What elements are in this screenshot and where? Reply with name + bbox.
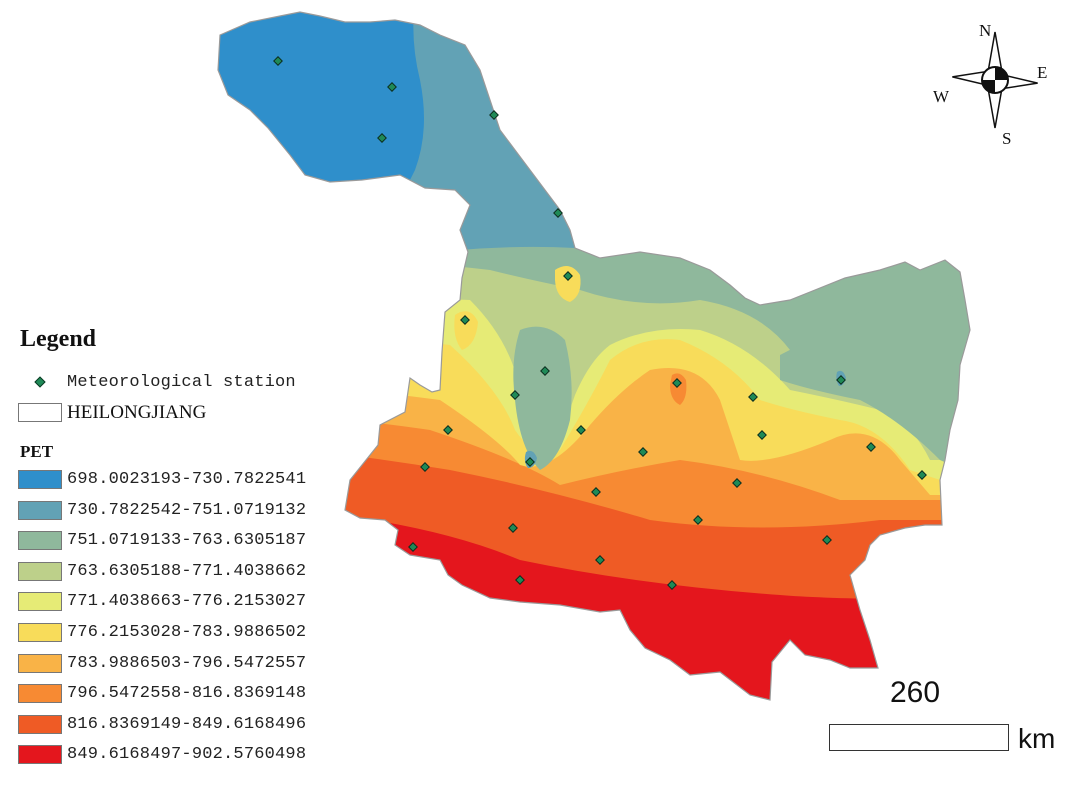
legend-swatch [18, 684, 62, 704]
legend-swatch [18, 653, 62, 673]
legend-class-label: 771.4038663-776.2153027 [67, 592, 307, 612]
legend-swatch [18, 714, 62, 734]
station-marker [757, 430, 767, 440]
legend-swatch [18, 592, 62, 612]
station-marker [591, 487, 601, 497]
station-marker [377, 133, 387, 143]
station-marker [638, 447, 648, 457]
legend-class-item: 783.9886503-796.5472557 [18, 648, 348, 679]
station-marker [460, 315, 470, 325]
compass-label-w: W [933, 87, 950, 106]
station-marker [515, 575, 525, 585]
station-marker [489, 110, 499, 120]
legend-class-item: 776.2153028-783.9886502 [18, 617, 348, 648]
station-marker [667, 580, 677, 590]
station-marker [420, 462, 430, 472]
station-marker [508, 523, 518, 533]
legend-swatch [18, 469, 62, 489]
station-marker [732, 478, 742, 488]
legend-swatch [18, 745, 62, 765]
zone-fill-751-763-east [780, 290, 970, 470]
station-marker [595, 555, 605, 565]
station-marker [563, 271, 573, 281]
station-marker [836, 375, 846, 385]
compass-label-n: N [979, 21, 991, 40]
zone-fill-776-783-west [454, 311, 478, 350]
station-marker [273, 56, 283, 66]
legend-class-item: 771.4038663-776.2153027 [18, 587, 348, 618]
legend-swatch [18, 622, 62, 642]
compass-label-s: S [1002, 129, 1011, 148]
station-layer [273, 56, 927, 590]
map-legend: Legend Meteorological station HEILONGJIA… [18, 326, 348, 770]
zone-fill-776-783-spot [555, 266, 581, 302]
legend-swatch [18, 531, 62, 551]
station-marker [693, 515, 703, 525]
station-marker [576, 425, 586, 435]
legend-province-label: HEILONGJIANG [67, 401, 207, 423]
compass-hub-quadrants [982, 67, 1008, 93]
legend-class-item: 698.0023193-730.7822541 [18, 464, 348, 495]
north-arrow: N S E W [933, 21, 1047, 148]
scale-bar [829, 724, 1009, 751]
legend-class-item: 730.7822542-751.0719132 [18, 495, 348, 526]
scale-bar-value: 260 [890, 676, 941, 709]
scale-bar-unit: km [1018, 723, 1056, 754]
legend-class-label: 849.6168497-902.5760498 [67, 745, 307, 765]
station-marker [540, 366, 550, 376]
compass-label-e: E [1037, 63, 1047, 82]
station-marker [525, 457, 535, 467]
legend-class-list: 698.0023193-730.7822541 730.7822542-751.… [18, 464, 348, 770]
legend-title: Legend [20, 326, 97, 352]
legend-item-province: HEILONGJIANG [18, 398, 348, 429]
province-boundary [217, 11, 971, 701]
station-marker [672, 378, 682, 388]
legend-swatch [18, 500, 62, 520]
station-marker [748, 392, 758, 402]
legend-station-label: Meteorological station [67, 372, 296, 392]
legend-class-label: 776.2153028-783.9886502 [67, 622, 307, 642]
legend-class-item: 751.0719133-763.6305187 [18, 525, 348, 556]
legend-class-label: 751.0719133-763.6305187 [67, 531, 307, 551]
legend-class-label: 796.5472558-816.8369148 [67, 684, 307, 704]
station-marker [917, 470, 927, 480]
legend-class-label: 730.7822542-751.0719132 [67, 500, 307, 520]
station-marker [822, 535, 832, 545]
zone-fill-698-730 [218, 12, 424, 200]
legend-pet-title: PET [20, 442, 54, 462]
zone-fill-751-763-center [513, 326, 572, 470]
station-marker [510, 390, 520, 400]
legend-class-label: 783.9886503-796.5472557 [67, 653, 307, 673]
legend-swatch [18, 561, 62, 581]
station-marker [387, 82, 397, 92]
station-marker [443, 425, 453, 435]
legend-class-label: 816.8369149-849.6168496 [67, 714, 307, 734]
legend-class-item: 849.6168497-902.5760498 [18, 740, 348, 771]
station-marker-icon [18, 376, 62, 388]
legend-class-item: 816.8369149-849.6168496 [18, 709, 348, 740]
legend-class-label: 763.6305188-771.4038662 [67, 561, 307, 581]
station-marker [553, 208, 563, 218]
station-marker [408, 542, 418, 552]
station-marker [866, 442, 876, 452]
province-swatch [18, 403, 62, 423]
legend-class-item: 763.6305188-771.4038662 [18, 556, 348, 587]
legend-class-label: 698.0023193-730.7822541 [67, 469, 307, 489]
legend-class-item: 796.5472558-816.8369148 [18, 678, 348, 709]
legend-item-station: Meteorological station [18, 367, 348, 398]
